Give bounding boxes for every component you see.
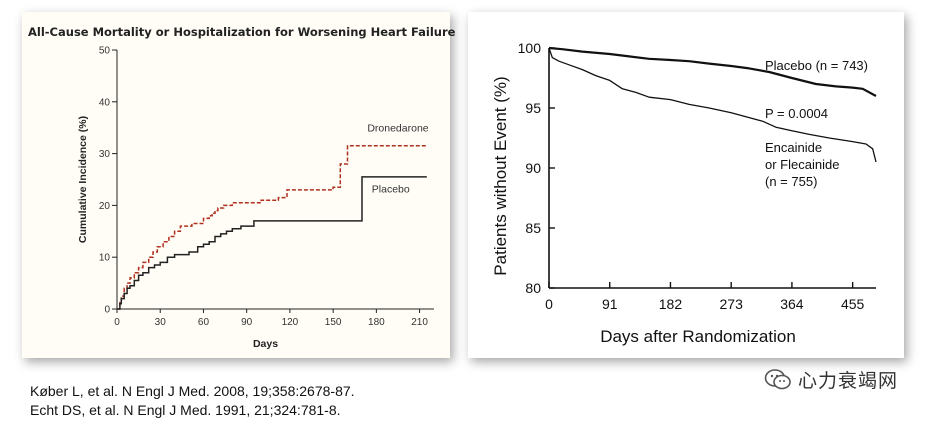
- x-axis-label: Days after Randomization: [600, 327, 796, 346]
- y-tick-label: 90: [525, 160, 541, 176]
- reference-1: Køber L, et al. N Engl J Med. 2008, 19;3…: [30, 383, 355, 399]
- y-axis-label: Patients without Event (%): [491, 76, 510, 275]
- x-tick-label: 182: [659, 296, 683, 312]
- x-tick-label: 0: [545, 296, 553, 312]
- chart-cast: 80 85 90 95 100 0 91 182 273 364 455 Days after Ran…: [491, 40, 877, 346]
- references: Køber L, et al. N Engl J Med. 2008, 19;3…: [30, 382, 355, 420]
- chart-panel-left: All-Cause Mortality or Hospitalization f…: [22, 12, 456, 358]
- reference-2: Echt DS, et al. N Engl J Med. 1991, 21;3…: [30, 402, 341, 418]
- x-tick-label: 455: [841, 296, 865, 312]
- y-tick-label: 80: [525, 280, 541, 296]
- y-tick-label: 10: [99, 253, 111, 264]
- annotation-encainide: Encainide: [765, 140, 822, 155]
- x-tick-label: 273: [720, 296, 744, 312]
- watermark-text: 心力衰竭网: [798, 371, 899, 392]
- annotation-flecainide: or Flecainide: [765, 157, 839, 172]
- y-tick-label: 20: [99, 201, 111, 212]
- y-tick-label: 50: [99, 46, 111, 57]
- series-line-encainide-flecainide: [548, 47, 877, 163]
- chart-title: All-Cause Mortality or Hospitalization f…: [28, 25, 456, 39]
- y-tick-label: 30: [99, 149, 111, 160]
- series-label-placebo: Placebo: [372, 183, 410, 195]
- y-tick-label: 95: [525, 100, 541, 116]
- y-tick-label: 100: [518, 40, 542, 56]
- series-line-placebo: [117, 176, 427, 310]
- annotation-p-value: P = 0.0004: [765, 106, 828, 121]
- x-tick-label: 90: [241, 317, 253, 328]
- series-label-dronedarone: Dronedarone: [367, 122, 428, 134]
- y-tick-label: 40: [99, 97, 111, 108]
- x-tick-label: 210: [411, 317, 428, 328]
- y-tick-label: 85: [525, 220, 541, 236]
- x-tick-label: 30: [155, 317, 167, 328]
- chart-dronedarone: All-Cause Mortality or Hospitalization f…: [28, 25, 456, 350]
- annotation-placebo: Placebo (n = 743): [765, 58, 868, 73]
- x-tick-label: 91: [602, 296, 618, 312]
- y-tick-label: 0: [104, 305, 110, 316]
- series-line-placebo: [548, 46, 877, 97]
- x-tick-label: 60: [198, 317, 210, 328]
- annotation-n: (n = 755): [765, 174, 817, 189]
- x-tick-label: 364: [780, 296, 804, 312]
- x-tick-label: 0: [114, 317, 120, 328]
- x-tick-label: 180: [368, 317, 385, 328]
- watermark: 心力衰竭网: [764, 366, 898, 393]
- x-tick-label: 150: [325, 317, 342, 328]
- x-axis-label: Days: [253, 338, 278, 350]
- wechat-icon: [764, 368, 791, 389]
- series-line-dronedarone: [117, 145, 427, 310]
- x-tick-label: 120: [282, 317, 299, 328]
- chart-panel-right: 80 85 90 95 100 0 91 182 273 364 455 Days after Ran…: [468, 12, 904, 358]
- y-axis-label: Cumulative Incidence (%): [77, 116, 89, 243]
